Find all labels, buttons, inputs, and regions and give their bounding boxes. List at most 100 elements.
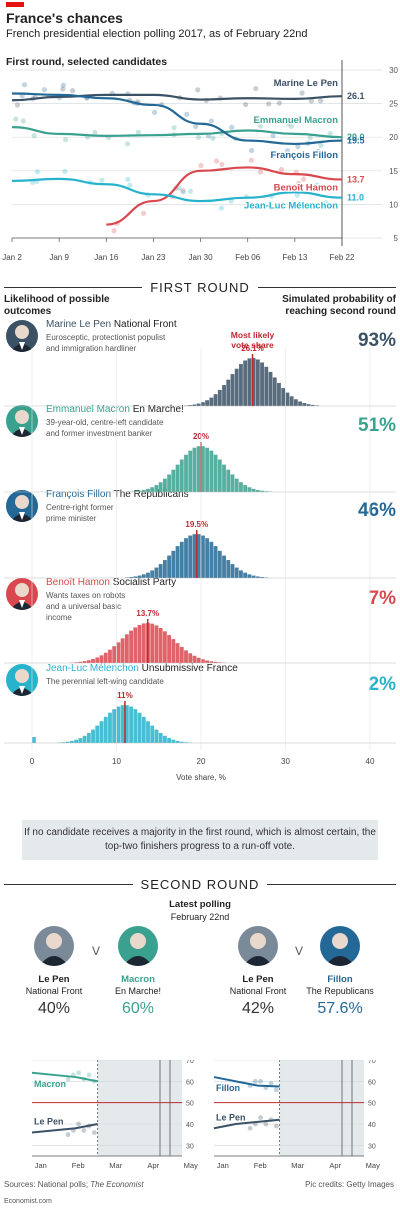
- histogram-bar: [150, 725, 155, 743]
- histogram-bar: [175, 464, 180, 492]
- histogram-bar: [217, 550, 222, 578]
- histogram-bar: [82, 661, 87, 663]
- histogram-bar: [120, 705, 125, 743]
- histogram-bar: [158, 564, 163, 578]
- runoff-poll-share: 40%: [37, 1000, 71, 1017]
- histogram-bar: [167, 635, 172, 663]
- candidate-description: and former investment banker: [46, 429, 153, 438]
- histogram-bar: [255, 576, 260, 578]
- histogram-bar: [205, 660, 210, 663]
- y-tick-label: 15: [389, 167, 398, 176]
- x-tick-label: Feb: [254, 1161, 267, 1170]
- poll-dot: [307, 135, 313, 141]
- x-tick-label: Mar: [291, 1161, 304, 1170]
- x-axis-label: Vote share, %: [176, 773, 226, 782]
- histogram-bar: [171, 550, 176, 578]
- poll-dot: [286, 185, 292, 192]
- poll-dot: [20, 118, 26, 124]
- histogram-bar: [184, 650, 188, 663]
- runoff-portrait-fillon: [320, 926, 360, 966]
- histogram-bar: [217, 662, 222, 663]
- histogram-bar: [289, 396, 294, 406]
- x-tick-label: 10: [112, 757, 121, 766]
- histogram-bar: [209, 661, 214, 663]
- histogram-bar: [150, 623, 155, 663]
- candidate-description: Centre-right former: [46, 503, 114, 512]
- probability-header: Simulated probability of reaching second…: [282, 294, 396, 317]
- runoff-poll-dot: [76, 1070, 81, 1076]
- poll-dot: [285, 121, 291, 127]
- histogram-bar: [150, 487, 155, 492]
- y-tick-label: 60: [186, 1079, 194, 1086]
- poll-dot: [318, 98, 324, 104]
- candidate-portrait-macron: [6, 405, 38, 437]
- histogram-bar: [146, 721, 150, 743]
- runoff-poll-share: 60%: [121, 1000, 155, 1017]
- runoff-poll-dot: [268, 1117, 274, 1123]
- histogram-bar: [162, 735, 167, 743]
- histogram-bar: [230, 474, 235, 492]
- histogram-bar: [251, 575, 256, 578]
- histogram-bar: [179, 459, 184, 492]
- histogram-bar: [247, 574, 252, 578]
- histogram-bar: [116, 706, 121, 743]
- runoff-poll-dot: [65, 1132, 71, 1138]
- runoff-poll-dot: [70, 1072, 76, 1078]
- histogram-bar: [247, 487, 252, 492]
- histogram-bar: [255, 359, 260, 406]
- poll-dot: [140, 210, 147, 216]
- poll-dot: [323, 200, 329, 206]
- poll-dot: [69, 88, 76, 94]
- most-likely-value: 11%: [117, 691, 133, 700]
- histogram-bar: [171, 469, 176, 492]
- histogram-bar: [230, 374, 235, 406]
- future-shade: [279, 1060, 364, 1156]
- section-label-first-round-polls: First round, selected candidates: [6, 56, 168, 68]
- histogram-bar: [213, 394, 218, 406]
- histogram-bar: [167, 738, 172, 743]
- runoff-line-lepen: [31, 1123, 98, 1134]
- candidate-description: Eurosceptic, protectionist populist: [46, 333, 166, 342]
- histogram-bar: [188, 653, 193, 663]
- histogram-bar: [167, 474, 172, 492]
- runoff-candidate-party: National Front: [229, 986, 287, 996]
- runoff-candidate-party: National Front: [25, 986, 83, 996]
- histogram-bar: [154, 485, 159, 492]
- candidate-name-row: Jean-Luc Mélenchon Unsubmissive France: [46, 663, 238, 675]
- poll-dot: [60, 82, 66, 88]
- poll-dot: [243, 101, 249, 108]
- second-round-probability: 7%: [368, 588, 396, 609]
- person-icon: [243, 933, 273, 966]
- y-tick-label: 25: [389, 100, 398, 109]
- histogram-bar: [243, 485, 248, 492]
- poll-dot: [184, 111, 190, 117]
- poll-dot: [151, 109, 158, 115]
- runoff-poll-dot: [70, 1128, 76, 1133]
- histogram-bar: [171, 739, 176, 743]
- runoff-poll-dot: [252, 1078, 258, 1084]
- candidate-party: Unsubmissive France: [141, 663, 238, 674]
- x-tick-label: Feb 13: [282, 253, 307, 262]
- second-round-probability: 2%: [368, 674, 396, 695]
- runoff-poll-dot: [81, 1076, 87, 1082]
- person-icon: [10, 583, 34, 610]
- series-line-macron: [11, 126, 343, 139]
- series-name-lepen: Marine Le Pen: [274, 78, 339, 89]
- y-tick-label: 20: [389, 133, 398, 142]
- histogram-bar: [91, 729, 95, 743]
- histogram-bar: [209, 450, 214, 492]
- poll-dot: [92, 129, 98, 135]
- vote-share-label: vote share: [231, 340, 274, 350]
- histogram-bar: [196, 403, 201, 406]
- histogram-bar: [192, 404, 197, 406]
- poll-dot: [135, 129, 141, 136]
- runoff-series-name: Fillon: [216, 1083, 240, 1093]
- poll-dot: [171, 125, 177, 131]
- histogram-bar: [196, 657, 201, 663]
- versus-label: V: [92, 944, 101, 958]
- poll-dot: [296, 180, 302, 186]
- histogram-bar: [302, 403, 307, 406]
- histogram-bar: [209, 541, 214, 578]
- histogram-bar: [243, 572, 248, 578]
